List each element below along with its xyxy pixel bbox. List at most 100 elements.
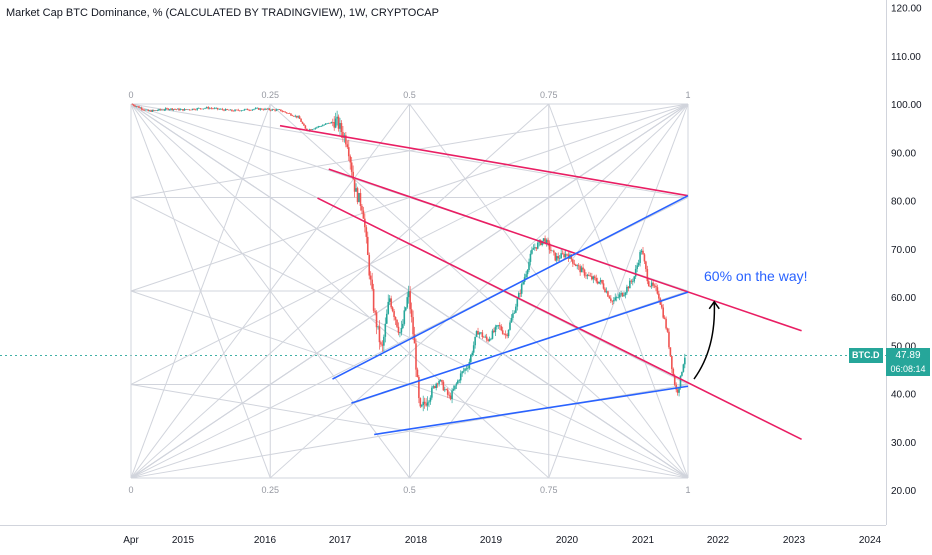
candle-body [162, 109, 164, 111]
candle-body [558, 258, 561, 259]
candle-body [383, 336, 385, 346]
candle-body [144, 109, 147, 111]
candle-body [458, 380, 461, 381]
candle-body [593, 276, 596, 279]
candle-body [480, 332, 482, 334]
candle-body [412, 317, 414, 335]
candle-body [147, 109, 150, 112]
gann-top-label: 0.5 [403, 90, 416, 100]
gann-fan-line [130, 103, 271, 479]
y-tick-label: 100.00 [891, 100, 922, 111]
candle-body [138, 106, 140, 108]
candle-body [303, 123, 305, 126]
candle-body [482, 336, 485, 338]
candle-body [227, 109, 230, 111]
candle-body [361, 205, 363, 211]
candle-body [323, 124, 325, 126]
candle-body [390, 298, 392, 308]
candle-body [297, 116, 299, 118]
gann-top-label: 0.25 [261, 90, 279, 100]
candle-body [287, 113, 289, 114]
candle-body [150, 110, 152, 112]
candle-body [232, 110, 235, 112]
candle-body [429, 397, 432, 402]
x-tick-label: Apr [123, 535, 139, 546]
candle-body [439, 379, 442, 381]
candle-body [462, 370, 465, 372]
candle-body [264, 108, 266, 110]
candle-body [491, 330, 494, 339]
candle-body [459, 373, 462, 381]
candle-body [500, 326, 503, 331]
y-tick-label: 20.00 [891, 486, 916, 497]
candle-body [170, 108, 172, 110]
candle-body [448, 394, 450, 396]
candle-body [212, 108, 214, 109]
candle-body [426, 402, 429, 406]
candle-body [155, 110, 158, 111]
candle-body [433, 386, 436, 389]
candle-body [535, 247, 538, 249]
candle-body [345, 135, 347, 145]
gann-fan-line [409, 103, 689, 479]
candle-body [268, 108, 271, 110]
candle-body [256, 107, 258, 109]
candle-body [582, 267, 584, 270]
candle-body [352, 171, 354, 180]
gann-fan-line [130, 103, 689, 479]
candle-body [334, 118, 337, 128]
candle-body [646, 269, 649, 282]
candle-body [669, 347, 672, 357]
candle-body [561, 253, 564, 254]
candle-body [418, 377, 420, 399]
candle-body [285, 112, 288, 114]
gann-top-label: 0.75 [540, 90, 558, 100]
candle-body [553, 250, 555, 253]
candle-body [143, 109, 146, 111]
candle-body [452, 389, 455, 391]
candle-body [624, 292, 627, 296]
candle-body [631, 281, 634, 283]
candle-body [275, 109, 278, 111]
candle-body [397, 326, 400, 333]
candle-body [425, 403, 427, 406]
candle-body [159, 109, 162, 110]
candle-body [436, 383, 439, 385]
candle-body [596, 281, 599, 284]
candle-body [191, 108, 194, 110]
candle-body [246, 108, 249, 111]
candle-body [655, 285, 657, 288]
candle-body [605, 291, 608, 293]
candle-body [293, 116, 295, 117]
candle-body [621, 292, 624, 297]
x-tick-label: 2017 [329, 535, 352, 546]
candle-body [396, 319, 398, 327]
candle-body [278, 109, 281, 111]
candle-body [494, 326, 497, 333]
candle-body [513, 312, 516, 314]
candle-body [336, 116, 338, 119]
candle-body [601, 280, 603, 284]
candle-body [684, 357, 686, 365]
candle-body [446, 389, 449, 395]
candle-body [168, 109, 171, 111]
candle-body [330, 122, 333, 124]
candle-body [573, 263, 576, 265]
candle-body [210, 108, 213, 109]
candle-body [441, 379, 443, 382]
candle-body [509, 322, 511, 330]
y-tick-label: 40.00 [891, 390, 916, 401]
candle-body [574, 264, 577, 267]
candle-body [620, 292, 622, 295]
candle-body [512, 313, 514, 318]
candle-body [413, 334, 416, 344]
candle-body [550, 249, 552, 251]
candle-body [498, 325, 501, 327]
candle-body [152, 110, 155, 111]
candle-body [534, 247, 536, 249]
candle-body [649, 286, 652, 287]
candle-body [226, 109, 228, 110]
candle-body [642, 250, 644, 255]
